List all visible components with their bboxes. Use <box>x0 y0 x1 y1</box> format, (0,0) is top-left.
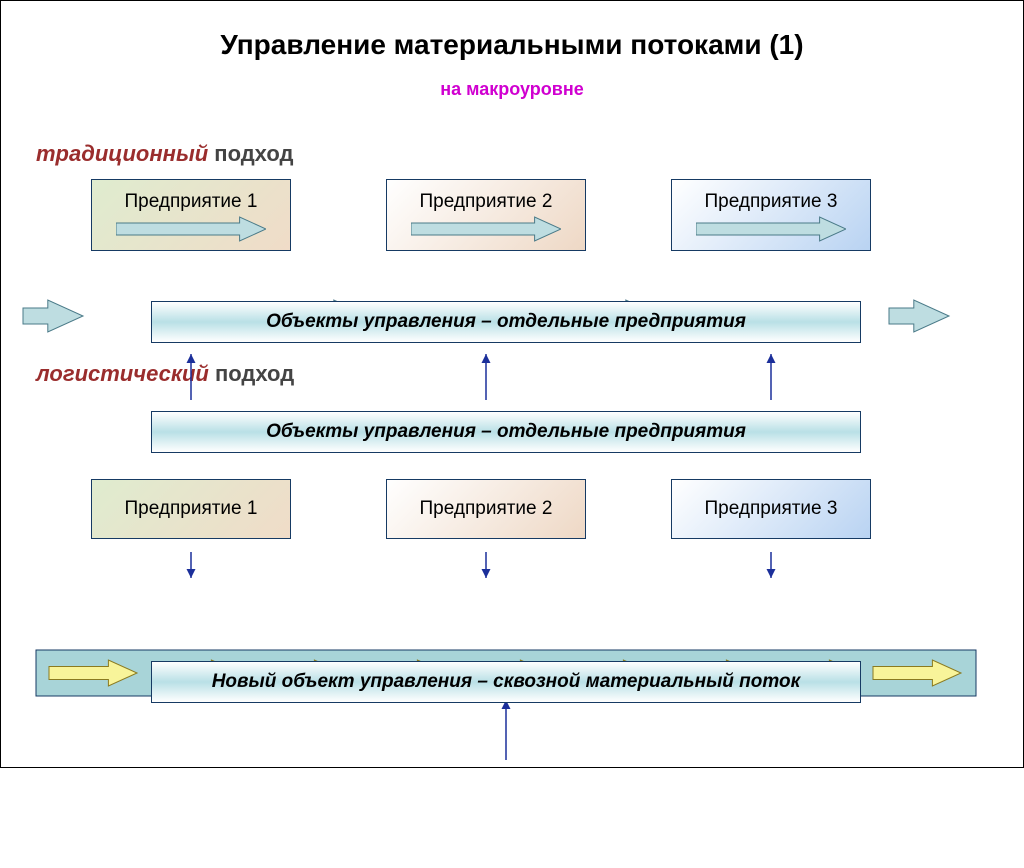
page-title: Управление материальными потоками (1) <box>1 29 1023 61</box>
enterprise-log-2-label: Предприятие 2 <box>420 498 553 520</box>
enterprise-trad-3: Предприятие 3 <box>671 179 871 251</box>
control-objects-bar-log: Объекты управления – отдельные предприят… <box>151 411 861 453</box>
new-object-bar-text: Новый объект управления – сквозной матер… <box>212 671 801 693</box>
enterprise-log-3: Предприятие 3 <box>671 479 871 539</box>
enterprise-trad-1: Предприятие 1 <box>91 179 291 251</box>
enterprise-trad-1-label: Предприятие 1 <box>125 191 258 213</box>
enterprise-trad-3-label: Предприятие 3 <box>705 191 838 213</box>
internal-flow-arrow-icon <box>411 215 561 243</box>
new-object-bar: Новый объект управления – сквозной матер… <box>151 661 861 703</box>
enterprise-log-3-label: Предприятие 3 <box>705 498 838 520</box>
page-subtitle: на макроуровне <box>1 79 1023 100</box>
internal-flow-arrow-icon <box>696 215 846 243</box>
control-objects-bar-log-text: Объекты управления – отдельные предприят… <box>266 421 746 443</box>
enterprise-log-1-label: Предприятие 1 <box>125 498 258 520</box>
enterprise-trad-2-label: Предприятие 2 <box>420 191 553 213</box>
enterprise-log-1: Предприятие 1 <box>91 479 291 539</box>
internal-flow-arrow-icon <box>116 215 266 243</box>
control-objects-bar-trad-text: Объекты управления – отдельные предприят… <box>266 311 746 333</box>
control-objects-bar-trad: Объекты управления – отдельные предприят… <box>151 301 861 343</box>
enterprise-trad-2: Предприятие 2 <box>386 179 586 251</box>
enterprise-log-2: Предприятие 2 <box>386 479 586 539</box>
